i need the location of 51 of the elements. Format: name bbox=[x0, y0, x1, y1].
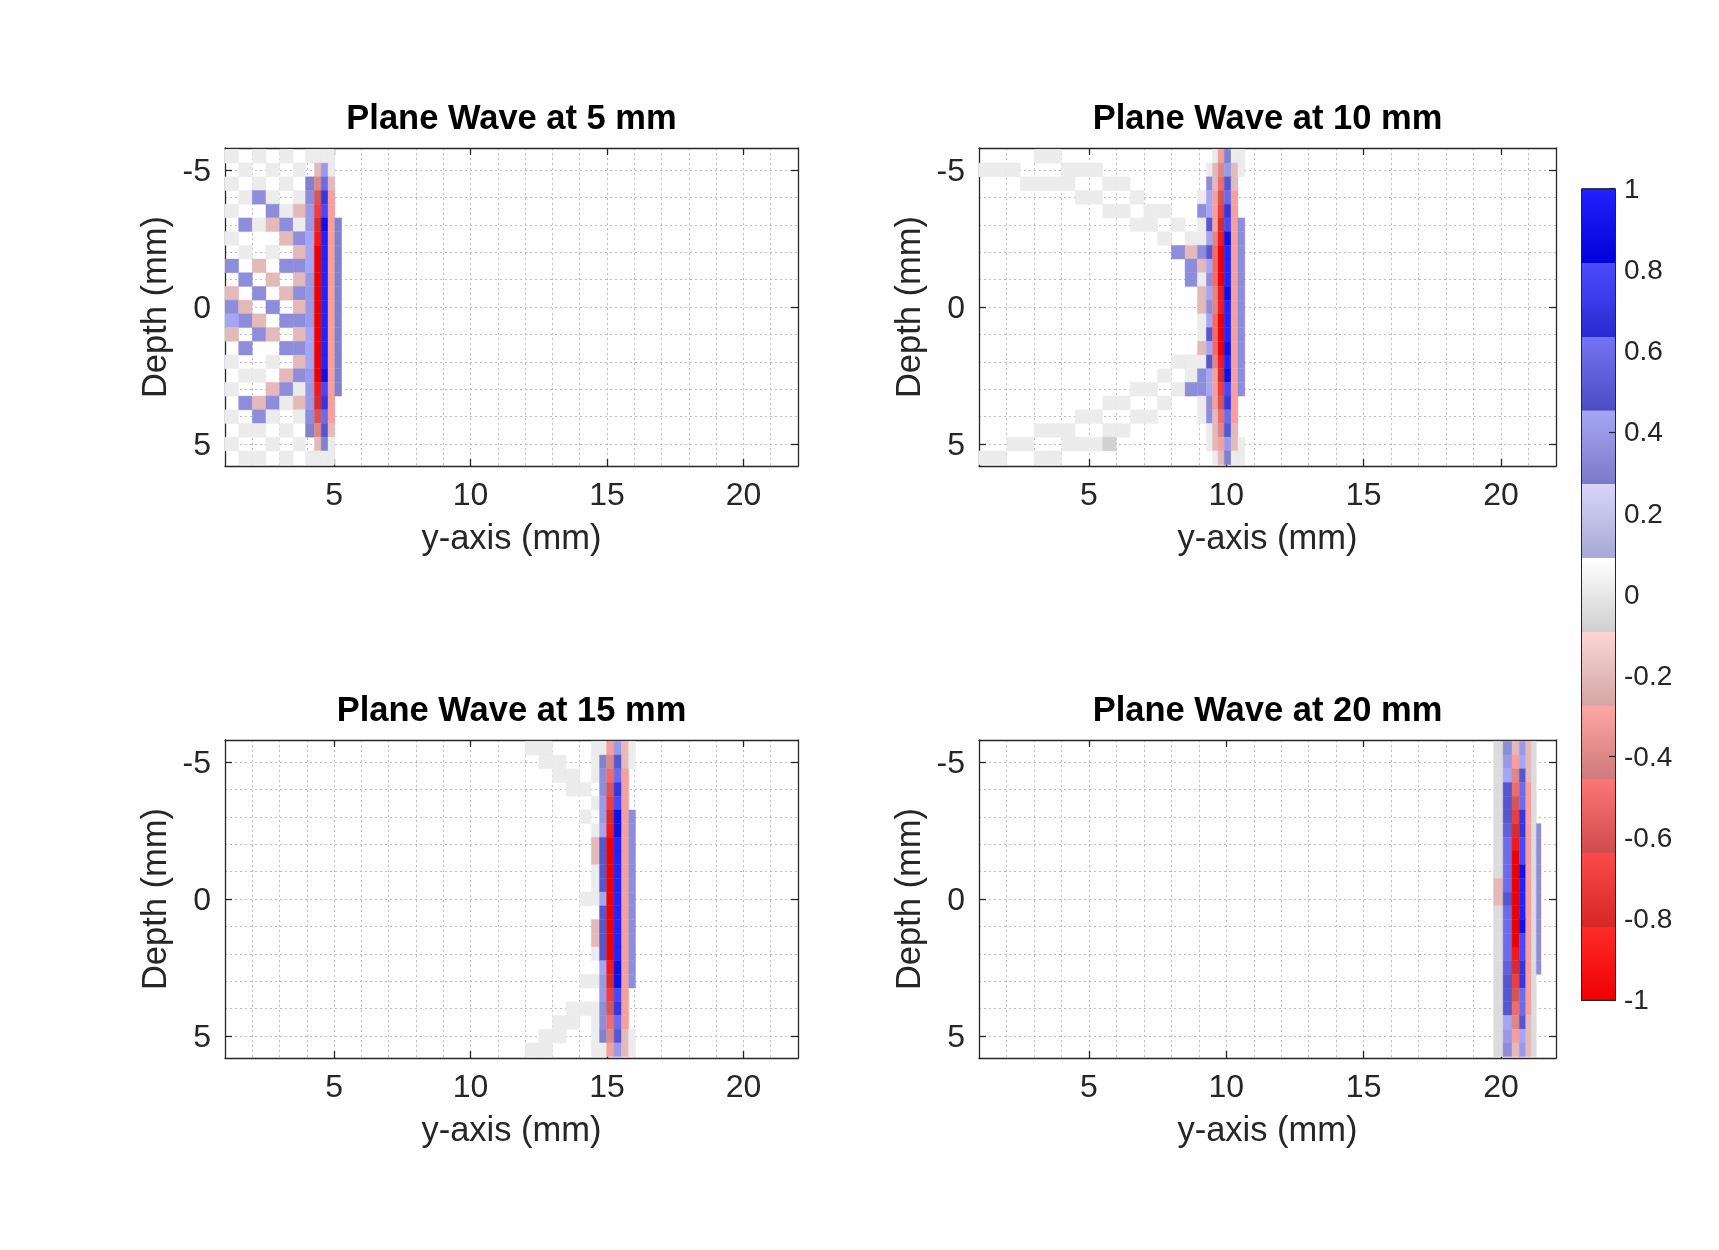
y-axis-title: Depth (mm) bbox=[135, 807, 174, 991]
y-tick-label: 5 bbox=[947, 1018, 965, 1055]
x-axis-title: y-axis (mm) bbox=[421, 1109, 602, 1148]
x-tick-label: 5 bbox=[1080, 476, 1098, 512]
y-tick-label: 0 bbox=[193, 881, 211, 917]
y-tick-label: -5 bbox=[182, 743, 211, 780]
chart-title: Plane Wave at 20 mm bbox=[1092, 689, 1443, 728]
x-tick-label: 20 bbox=[725, 476, 762, 512]
y-axis-title: Depth (mm) bbox=[889, 807, 928, 991]
x-tick-label: 5 bbox=[1080, 1068, 1098, 1104]
x-tick-label: 10 bbox=[1208, 1068, 1245, 1104]
y-tick-label: -5 bbox=[182, 151, 211, 188]
y-tick-label: 5 bbox=[947, 426, 965, 463]
x-tick-label: 20 bbox=[1483, 1068, 1519, 1104]
chart-title: Plane Wave at 15 mm bbox=[336, 689, 687, 728]
chart-title: Plane Wave at 10 mm bbox=[1092, 97, 1443, 136]
color-bar-label: -0.8 bbox=[1624, 903, 1673, 935]
color-bar-label: 0.4 bbox=[1624, 416, 1663, 448]
color-bar-label: 0.6 bbox=[1624, 335, 1663, 367]
y-tick-label: -5 bbox=[936, 151, 965, 188]
x-axis-title: y-axis (mm) bbox=[421, 517, 602, 556]
y-tick-label: 0 bbox=[947, 289, 965, 325]
color-bar-label: 1 bbox=[1624, 173, 1640, 205]
x-tick-label: 10 bbox=[1208, 476, 1245, 512]
y-axis-title: Depth (mm) bbox=[135, 215, 174, 399]
color-bar-label: 0 bbox=[1624, 578, 1640, 610]
color-bar-label: -0.2 bbox=[1624, 659, 1673, 691]
x-tick-label: 20 bbox=[725, 1068, 762, 1104]
color-bar-label: 0.2 bbox=[1624, 497, 1663, 529]
x-tick-label: 20 bbox=[1483, 476, 1519, 512]
x-tick-label: 15 bbox=[589, 476, 625, 512]
chart-title: Plane Wave at 5 mm bbox=[346, 97, 677, 136]
y-tick-label: 0 bbox=[947, 881, 965, 917]
y-axis-title: Depth (mm) bbox=[889, 215, 928, 399]
y-tick-label: 5 bbox=[193, 426, 211, 463]
x-tick-label: 5 bbox=[325, 476, 344, 512]
color-bar-label: -0.4 bbox=[1624, 740, 1673, 772]
x-tick-label: 10 bbox=[452, 476, 489, 512]
y-tick-label: 0 bbox=[193, 289, 211, 325]
color-bar-label: 0.8 bbox=[1624, 254, 1663, 286]
x-tick-label: 10 bbox=[452, 1068, 489, 1104]
x-tick-label: 5 bbox=[325, 1068, 344, 1104]
y-tick-label: 5 bbox=[193, 1018, 211, 1055]
color-bar-label: -0.6 bbox=[1624, 822, 1673, 854]
x-tick-label: 15 bbox=[1345, 1068, 1382, 1104]
y-tick-label: -5 bbox=[936, 743, 965, 780]
color-bar-label: -1 bbox=[1624, 984, 1649, 1016]
x-axis-title: y-axis (mm) bbox=[1177, 1109, 1358, 1148]
x-tick-label: 15 bbox=[589, 1068, 625, 1104]
x-tick-label: 15 bbox=[1345, 476, 1382, 512]
x-axis-title: y-axis (mm) bbox=[1177, 517, 1358, 556]
